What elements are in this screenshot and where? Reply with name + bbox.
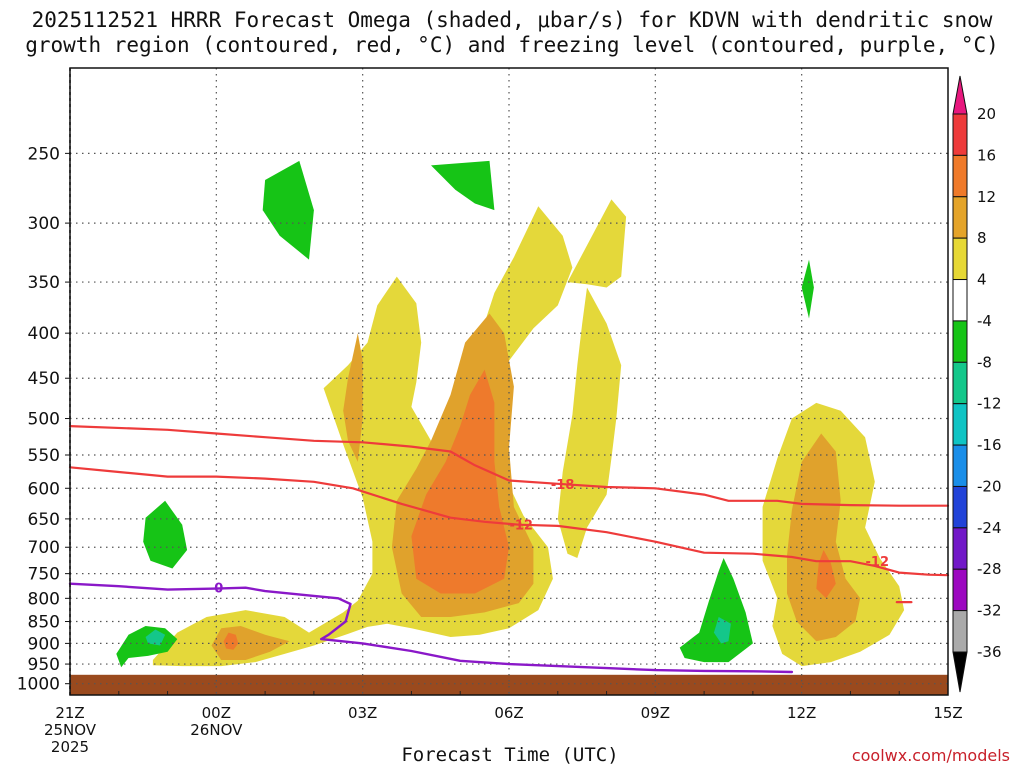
y-tick-label-350: 350: [28, 273, 60, 293]
omega-region-2: [557, 287, 622, 558]
colorbar: 20 16 12 8 4 -4 -8 -12 -16 -20 -24 -28 -32 -36: [952, 75, 1002, 693]
x-tick-label-0-2: 2025: [51, 738, 89, 756]
axes: 2503003504004505005506006507007508008509…: [17, 67, 963, 756]
y-tick-label-250: 250: [28, 144, 60, 164]
omega-region-5: [343, 333, 363, 462]
colorbar-segment-2: [952, 154, 968, 198]
y-tick-label-600: 600: [28, 479, 60, 499]
colorbar-label-13: -36: [977, 643, 1002, 661]
colorbar-label-11: -28: [977, 560, 1002, 578]
colorbar-segment-12: [952, 568, 968, 612]
colorbar-segment-1: [952, 113, 968, 156]
colorbar-top-arrow: [952, 75, 968, 115]
y-tick-label-1000: 1000: [17, 675, 60, 695]
omega-shading: [116, 160, 905, 668]
y-tick-label-950: 950: [28, 655, 60, 675]
dgz-label-1: -12: [509, 519, 533, 534]
colorbar-label-1: 16: [977, 146, 996, 164]
x-tick-label-0-0: 21Z: [55, 704, 84, 722]
site-credit: coolwx.com/models: [851, 746, 1010, 765]
colorbar-label-12: -32: [977, 602, 1002, 620]
x-tick-label-3-0: 00Z: [202, 704, 231, 722]
colorbar-segment-3: [952, 196, 968, 239]
dgz-label-0: -18: [551, 478, 575, 493]
colorbar-segment-6: [952, 320, 968, 363]
omega-region-18: [713, 617, 731, 644]
colorbar-bottom-arrow: [952, 651, 968, 693]
colorbar-label-6: -8: [977, 353, 992, 371]
y-tick-label-400: 400: [28, 324, 60, 344]
dgz-label-2: -12: [866, 555, 890, 570]
colorbar-label-0: 20: [977, 105, 996, 123]
ground-layer: [70, 674, 948, 695]
omega-region-12: [431, 160, 495, 211]
dgz-contour-0: [68, 425, 950, 507]
colorbar-label-5: -4: [977, 312, 992, 330]
omega-region-7: [787, 433, 861, 642]
colorbar-label-3: 8: [977, 229, 987, 247]
x-tick-label-18-0: 15Z: [933, 704, 962, 722]
colorbar-segment-11: [952, 527, 968, 570]
grid-lines: [70, 68, 948, 695]
freezing-label-0: 0: [214, 582, 223, 597]
ground-fill: [70, 674, 948, 695]
colorbar-segment-8: [952, 403, 968, 446]
x-tick-label-3-1: 26NOV: [190, 721, 243, 739]
omega-region-16: [801, 259, 814, 319]
omega-region-15: [679, 558, 753, 663]
y-tick-label-300: 300: [28, 214, 60, 234]
chart-title-line-1: 2025112521 HRRR Forecast Omega (shaded, …: [31, 8, 993, 32]
y-tick-label-650: 650: [28, 510, 60, 530]
colorbar-label-4: 4: [977, 271, 987, 289]
x-axis-label: Forecast Time (UTC): [401, 744, 619, 766]
omega-region-9: [223, 632, 239, 650]
y-tick-label-700: 700: [28, 538, 60, 558]
y-tick-label-450: 450: [28, 369, 60, 389]
colorbar-label-9: -20: [977, 477, 1002, 495]
colorbar-label-2: 12: [977, 188, 996, 206]
omega-region-1: [567, 199, 627, 288]
contour-lines: -18 -12 -12 0: [68, 425, 950, 674]
dgz-contour-1: [68, 466, 950, 577]
omega-region-8: [411, 369, 509, 594]
colorbar-segment-7: [952, 361, 968, 405]
colorbar-segment-10: [952, 485, 968, 529]
colorbar-segment-5: [952, 279, 968, 322]
x-tick-label-0-1: 25NOV: [44, 721, 97, 739]
y-tick-label-850: 850: [28, 613, 60, 633]
y-tick-label-800: 800: [28, 589, 60, 609]
chart-title-line-2: growth region (contoured, red, °C) and f…: [25, 33, 999, 57]
colorbar-label-7: -12: [977, 395, 1002, 413]
y-tick-label-900: 900: [28, 634, 60, 654]
x-tick-label-12-0: 09Z: [641, 704, 670, 722]
colorbar-segment-13: [952, 610, 968, 653]
y-tick-label-500: 500: [28, 410, 60, 430]
colorbar-label-10: -24: [977, 519, 1002, 537]
colorbar-segment-4: [952, 237, 968, 281]
colorbar-label-8: -16: [977, 436, 1002, 454]
freezing-contour-0: [68, 582, 794, 674]
x-tick-label-15-0: 12Z: [787, 704, 816, 722]
omega-region-11: [262, 160, 314, 260]
y-tick-label-550: 550: [28, 446, 60, 466]
colorbar-segment-9: [952, 444, 968, 487]
x-tick-label-9-0: 06Z: [494, 704, 523, 722]
y-tick-label-750: 750: [28, 565, 60, 585]
omega-region-17: [145, 629, 166, 646]
omega-region-13: [143, 500, 188, 569]
x-tick-label-6-0: 03Z: [348, 704, 377, 722]
